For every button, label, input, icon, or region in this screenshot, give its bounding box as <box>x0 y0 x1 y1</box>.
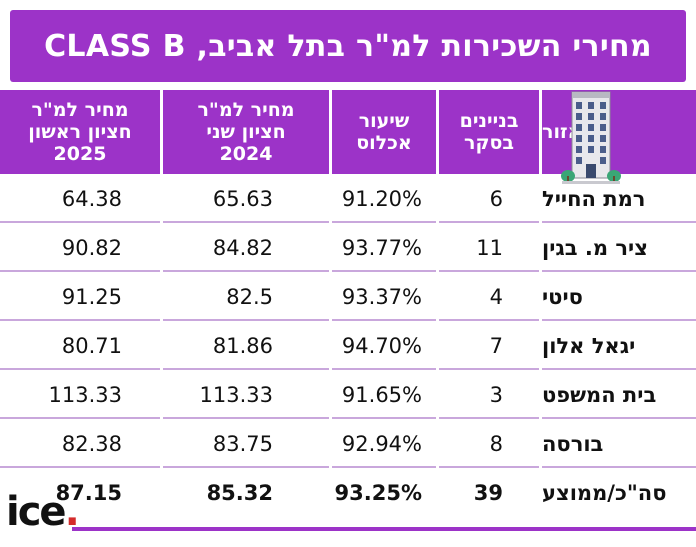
row-separator <box>542 368 696 370</box>
row-separator <box>542 466 696 468</box>
row-separator <box>332 417 436 419</box>
row-separator <box>332 221 436 223</box>
row-separator <box>0 319 160 321</box>
row-separator <box>163 221 329 223</box>
header-buildings: בניינים בסקר <box>439 90 539 174</box>
row-separator <box>439 270 539 272</box>
row-separator <box>332 368 436 370</box>
cell-area: בורסה <box>542 431 604 456</box>
row-separator <box>332 270 436 272</box>
cell-buildings: 3 <box>489 382 503 407</box>
cell-buildings: 11 <box>476 235 503 260</box>
row-separator <box>439 466 539 468</box>
row-separator <box>332 319 436 321</box>
cell-price-2025: 82.38 <box>61 431 122 456</box>
cell-price-2025: 91.25 <box>61 284 122 309</box>
header-occupancy: שיעור אכלוס <box>332 90 436 174</box>
cell-area: יגאל אלון <box>542 333 636 358</box>
cell-area: סה"כ/ממוצע <box>542 480 667 505</box>
cell-price-2024: 83.75 <box>212 431 273 456</box>
cell-price-2024: 85.32 <box>206 480 273 505</box>
cell-occupancy: 91.65% <box>341 382 422 407</box>
header-price-2024: מחיר למ"ר חציון שני 2024 <box>163 90 329 174</box>
cell-occupancy: 92.94% <box>341 431 422 456</box>
row-separator <box>439 221 539 223</box>
row-separator <box>332 466 436 468</box>
row-separator <box>439 319 539 321</box>
cell-buildings: 6 <box>489 186 503 211</box>
table-row: 113.33 113.33 91.65% 3 בית המשפט <box>0 370 696 419</box>
cell-occupancy: 93.77% <box>341 235 422 260</box>
cell-area: בית המשפט <box>542 382 657 407</box>
cell-price-2025: 113.33 <box>48 382 122 407</box>
header-area: אזור <box>542 90 696 174</box>
cell-price-2024: 82.5 <box>226 284 273 309</box>
cell-buildings: 39 <box>473 480 503 505</box>
cell-occupancy: 93.37% <box>341 284 422 309</box>
cell-occupancy: 94.70% <box>341 333 422 358</box>
cell-area: ציר מ. בגין <box>542 235 648 260</box>
header-price-2025: מחיר למ"ר חציון ראשון 2025 <box>0 90 160 174</box>
cell-price-2024: 65.63 <box>212 186 273 211</box>
table-header: מחיר למ"ר חציון ראשון 2025 מחיר למ"ר חצי… <box>0 90 696 174</box>
row-separator <box>163 417 329 419</box>
cell-price-2024: 81.86 <box>212 333 273 358</box>
row-separator <box>163 466 329 468</box>
row-separator <box>0 270 160 272</box>
table-row: 64.38 65.63 91.20% 6 רמת החייל <box>0 174 696 223</box>
table-row: 80.71 81.86 94.70% 7 יגאל אלון <box>0 321 696 370</box>
row-separator <box>542 319 696 321</box>
row-separator <box>0 417 160 419</box>
row-separator <box>542 221 696 223</box>
bottom-rule <box>72 527 696 531</box>
row-separator <box>0 466 160 468</box>
office-building-icon <box>561 91 621 184</box>
cell-occupancy: 93.25% <box>334 480 422 505</box>
table-row: 82.38 83.75 92.94% 8 בורסה <box>0 419 696 468</box>
table-title: מחירי השכירות למ"ר בתל אביב, CLASS B <box>10 10 686 82</box>
row-separator <box>163 319 329 321</box>
row-separator <box>439 417 539 419</box>
cell-area: סיטי <box>542 284 583 309</box>
cell-price-2025: 80.71 <box>61 333 122 358</box>
row-separator <box>542 417 696 419</box>
row-separator <box>0 221 160 223</box>
cell-price-2025: 64.38 <box>61 186 122 211</box>
cell-area: רמת החייל <box>542 186 646 211</box>
cell-buildings: 7 <box>489 333 503 358</box>
cell-buildings: 4 <box>489 284 503 309</box>
cell-price-2024: 84.82 <box>212 235 273 260</box>
row-separator <box>163 270 329 272</box>
cell-buildings: 8 <box>489 431 503 456</box>
ice-logo: ice. <box>6 489 80 535</box>
table-row: 90.82 84.82 93.77% 11 ציר מ. בגין <box>0 223 696 272</box>
table-row: 91.25 82.5 93.37% 4 סיטי <box>0 272 696 321</box>
row-separator <box>439 368 539 370</box>
cell-price-2025: 90.82 <box>61 235 122 260</box>
cell-price-2025: 87.15 <box>55 480 122 505</box>
total-row: 87.15 85.32 93.25% 39 סה"כ/ממוצע <box>0 468 696 517</box>
row-separator <box>542 270 696 272</box>
cell-occupancy: 91.20% <box>341 186 422 211</box>
cell-price-2024: 113.33 <box>199 382 273 407</box>
row-separator <box>0 368 160 370</box>
row-separator <box>163 368 329 370</box>
